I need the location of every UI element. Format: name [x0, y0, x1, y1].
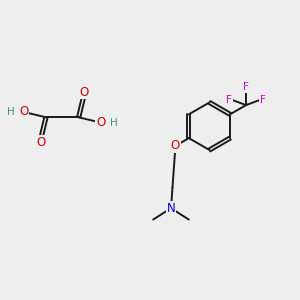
- Text: O: O: [80, 85, 88, 98]
- Text: O: O: [19, 106, 28, 118]
- Text: O: O: [171, 139, 180, 152]
- Text: O: O: [96, 116, 106, 129]
- Text: H: H: [110, 118, 117, 128]
- Text: F: F: [243, 82, 249, 92]
- Text: N: N: [167, 202, 176, 215]
- Text: F: F: [260, 95, 266, 105]
- Text: F: F: [226, 95, 232, 105]
- Text: O: O: [36, 136, 45, 149]
- Text: H: H: [7, 107, 15, 117]
